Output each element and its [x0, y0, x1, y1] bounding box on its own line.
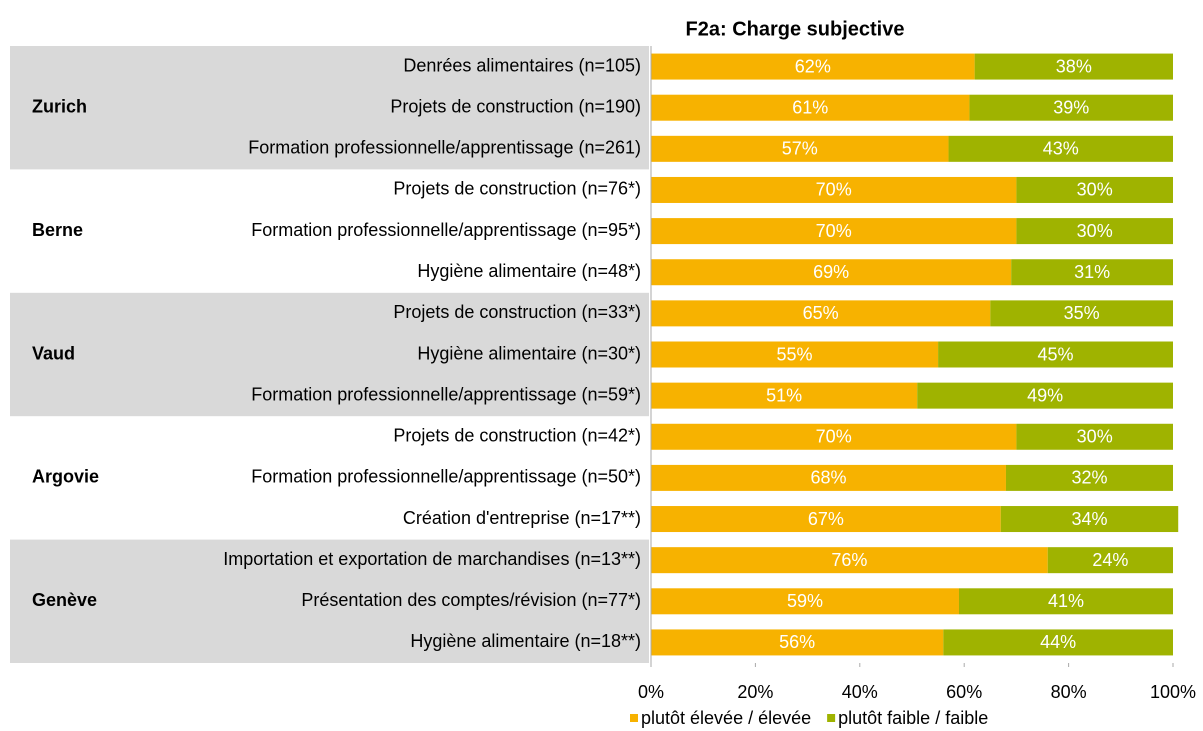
bar-segment	[1016, 218, 1173, 245]
group-label: Berne	[32, 220, 83, 240]
bar-segment	[1016, 423, 1173, 450]
legend-label: plutôt faible / faible	[838, 708, 988, 728]
value-label: 56%	[779, 632, 815, 652]
value-label: 38%	[1056, 56, 1092, 76]
bar-segment	[651, 382, 918, 409]
category-label: Projets de construction (n=190)	[390, 96, 641, 116]
value-label: 49%	[1027, 385, 1063, 405]
legend-swatch	[827, 714, 836, 722]
bar-segment	[651, 135, 949, 162]
x-tick-label: 80%	[1051, 682, 1087, 702]
chart-title: F2a: Charge subjective	[686, 18, 905, 40]
value-label: 62%	[795, 56, 831, 76]
value-label: 30%	[1077, 427, 1113, 447]
bar-segment	[651, 94, 970, 121]
value-label: 30%	[1077, 180, 1113, 200]
bar-segment	[1000, 506, 1179, 533]
bar-segment	[1047, 547, 1173, 574]
category-label: Création d'entreprise (n=17**)	[403, 508, 641, 528]
category-label: Formation professionnelle/apprentissage …	[251, 467, 641, 487]
x-tick-label: 100%	[1150, 682, 1196, 702]
value-label: 34%	[1071, 509, 1107, 529]
group-band	[10, 46, 649, 170]
group-band	[10, 539, 649, 663]
group-label: Zurich	[32, 96, 87, 116]
category-label: Projets de construction (n=33*)	[393, 302, 641, 322]
value-label: 55%	[777, 344, 813, 364]
value-label: 31%	[1074, 262, 1110, 282]
x-tick-label: 0%	[638, 682, 664, 702]
value-label: 24%	[1092, 550, 1128, 570]
x-tick-label: 40%	[842, 682, 878, 702]
category-label: Formation professionnelle/apprentissage …	[251, 220, 641, 240]
legend-swatch	[630, 714, 638, 722]
bar-segment	[651, 588, 959, 615]
value-label: 69%	[813, 262, 849, 282]
bar-segment	[651, 341, 939, 368]
bar-segment	[651, 464, 1006, 491]
category-label: Projets de construction (n=42*)	[393, 426, 641, 446]
bar-segment	[651, 547, 1048, 574]
value-label: 44%	[1040, 632, 1076, 652]
legend-label: plutôt élevée / élevée	[641, 708, 811, 728]
bar-segment	[938, 341, 1173, 368]
value-label: 35%	[1064, 303, 1100, 323]
value-label: 30%	[1077, 221, 1113, 241]
group-label: Argovie	[32, 467, 99, 487]
value-label: 68%	[810, 468, 846, 488]
value-label: 43%	[1043, 139, 1079, 159]
x-tick-label: 60%	[946, 682, 982, 702]
bar-segment	[974, 53, 1173, 80]
bar-segment	[651, 300, 991, 327]
bar-segment	[1011, 259, 1173, 286]
bar-segment	[651, 53, 975, 80]
x-tick-label: 20%	[737, 682, 773, 702]
value-label: 32%	[1071, 468, 1107, 488]
value-label: 51%	[766, 385, 802, 405]
bar-segment	[651, 629, 944, 656]
bar-segment	[651, 506, 1001, 533]
value-label: 70%	[816, 221, 852, 241]
value-label: 67%	[808, 509, 844, 529]
value-label: 41%	[1048, 591, 1084, 611]
group-label: Genève	[32, 590, 97, 610]
bar-segment	[651, 423, 1017, 450]
category-label: Denrées alimentaires (n=105)	[403, 55, 641, 75]
value-label: 45%	[1038, 344, 1074, 364]
bar-segment	[651, 176, 1017, 203]
category-label: Hygiène alimentaire (n=30*)	[417, 343, 641, 363]
category-label: Présentation des comptes/révision (n=77*…	[301, 590, 641, 610]
value-label: 61%	[792, 97, 828, 117]
bar-segment	[958, 588, 1173, 615]
bar-segment	[917, 382, 1173, 409]
category-label: Hygiène alimentaire (n=18**)	[410, 631, 641, 651]
value-label: 65%	[803, 303, 839, 323]
category-label: Importation et exportation de marchandis…	[223, 549, 641, 569]
bar-segment	[1016, 176, 1173, 203]
bar-segment	[990, 300, 1173, 327]
category-label: Hygiène alimentaire (n=48*)	[417, 261, 641, 281]
bar-segment	[651, 218, 1017, 245]
category-label: Formation professionnelle/apprentissage …	[248, 138, 641, 158]
value-label: 70%	[816, 427, 852, 447]
category-label: Formation professionnelle/apprentissage …	[251, 384, 641, 404]
group-band	[10, 292, 649, 417]
value-label: 59%	[787, 591, 823, 611]
bar-segment	[969, 94, 1173, 121]
group-label: Vaud	[32, 343, 75, 363]
value-label: 39%	[1053, 97, 1089, 117]
bar-segment	[943, 629, 1173, 656]
value-label: 70%	[816, 180, 852, 200]
category-label: Projets de construction (n=76*)	[393, 179, 641, 199]
bar-segment	[651, 259, 1012, 286]
value-label: 57%	[782, 139, 818, 159]
bar-segment	[948, 135, 1173, 162]
value-label: 76%	[831, 550, 867, 570]
bar-segment	[1005, 464, 1173, 491]
